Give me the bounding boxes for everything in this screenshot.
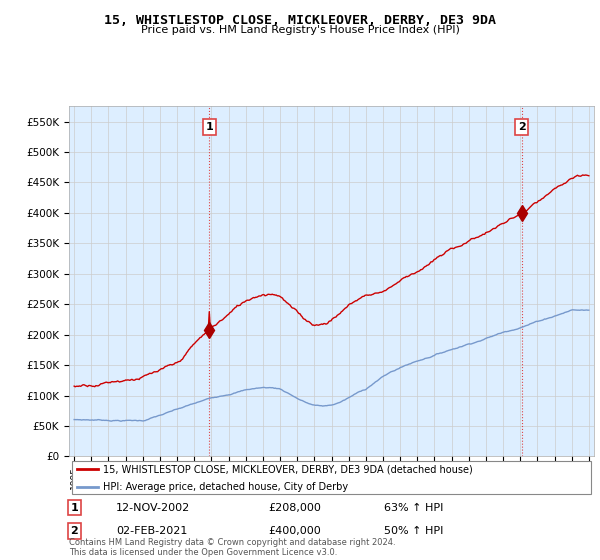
Text: 1: 1 <box>205 122 213 132</box>
Text: 02-FEB-2021: 02-FEB-2021 <box>116 526 188 536</box>
Text: £400,000: £400,000 <box>269 526 321 536</box>
Text: 63% ↑ HPI: 63% ↑ HPI <box>384 503 443 512</box>
Text: 50% ↑ HPI: 50% ↑ HPI <box>384 526 443 536</box>
FancyBboxPatch shape <box>71 461 592 494</box>
Text: 1: 1 <box>70 503 78 512</box>
Text: 12-NOV-2002: 12-NOV-2002 <box>116 503 191 512</box>
Text: 15, WHISTLESTOP CLOSE, MICKLEOVER, DERBY, DE3 9DA (detached house): 15, WHISTLESTOP CLOSE, MICKLEOVER, DERBY… <box>103 464 473 474</box>
Text: 2: 2 <box>518 122 526 132</box>
Text: 15, WHISTLESTOP CLOSE, MICKLEOVER, DERBY, DE3 9DA: 15, WHISTLESTOP CLOSE, MICKLEOVER, DERBY… <box>104 14 496 27</box>
Text: HPI: Average price, detached house, City of Derby: HPI: Average price, detached house, City… <box>103 482 348 492</box>
Text: Contains HM Land Registry data © Crown copyright and database right 2024.
This d: Contains HM Land Registry data © Crown c… <box>69 538 395 557</box>
Text: 2: 2 <box>70 526 78 536</box>
Text: £208,000: £208,000 <box>269 503 322 512</box>
Text: Price paid vs. HM Land Registry's House Price Index (HPI): Price paid vs. HM Land Registry's House … <box>140 25 460 35</box>
